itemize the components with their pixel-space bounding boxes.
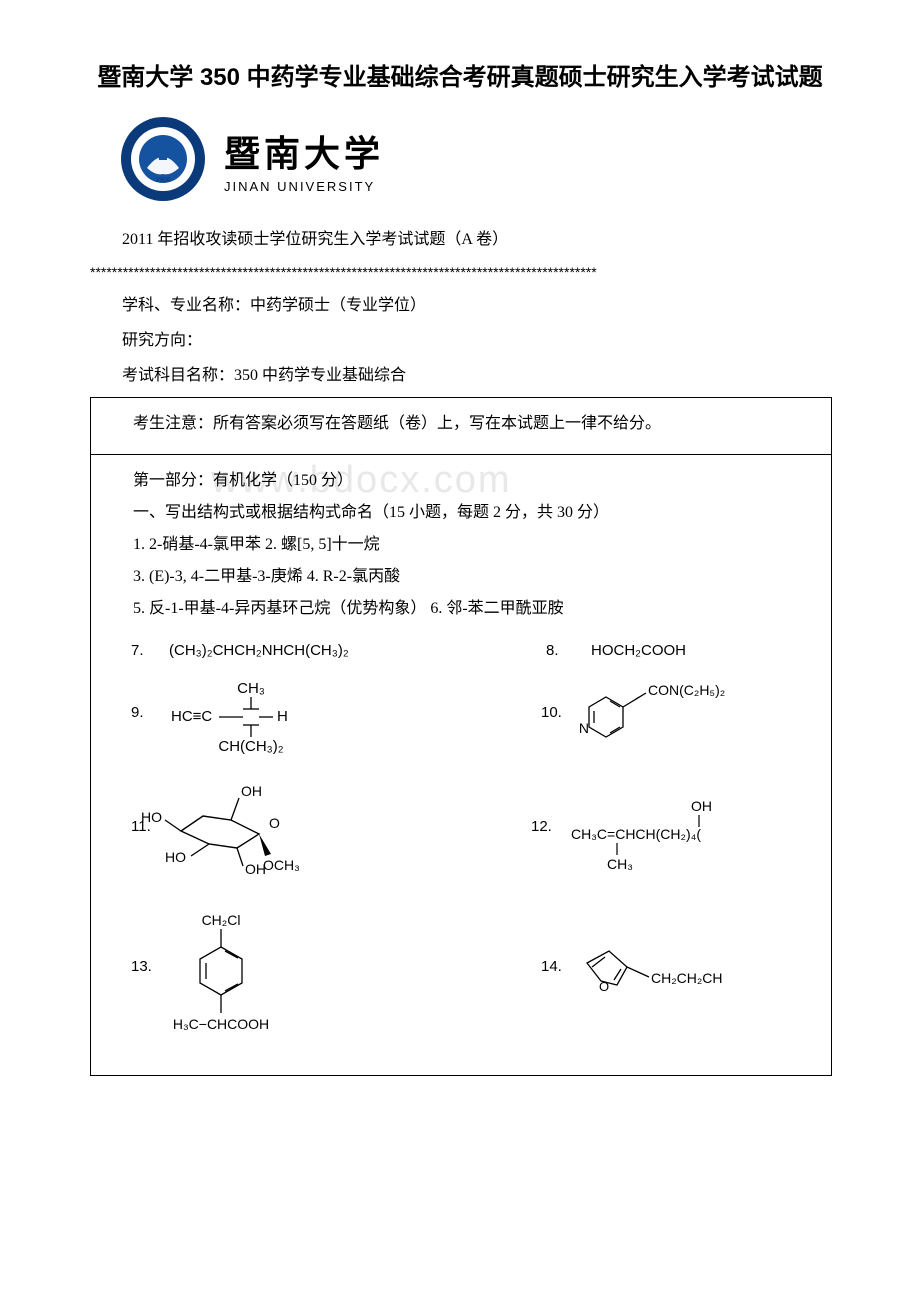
exam-name-line: 考试科目名称：350 中药学专业基础综合: [90, 358, 830, 393]
svg-text:H: H: [277, 708, 288, 725]
svg-text:14.: 14.: [541, 958, 562, 975]
direction-line: 研究方向：: [90, 323, 830, 358]
svg-text:HOCH₂COOH: HOCH₂COOH: [591, 642, 686, 659]
svg-text:10.: 10.: [541, 704, 562, 721]
svg-text:1906: 1906: [155, 177, 171, 184]
document-title: 暨南大学 350 中药学专业基础综合考研真题硕士研究生入学考试试题: [90, 60, 830, 96]
svg-text:(CH₃)₂CHCH₂NHCH(CH₃)₂: (CH₃)₂CHCH₂NHCH(CH₃)₂: [169, 642, 349, 659]
svg-text:CH₃C=CHCH(CH₂)₄(: CH₃C=CHCH(CH₂)₄(: [571, 826, 701, 842]
svg-text:CH₃: CH₃: [607, 856, 633, 872]
exam-year-line: 2011 年招收攻读硕士学位研究生入学考试试题（A 卷）: [90, 222, 830, 257]
svg-text:CON(C₂H₅)₂: CON(C₂H₅)₂: [648, 682, 725, 698]
university-logo-block: 1906 暨南大学 JINAN UNIVERSITY: [120, 116, 830, 202]
svg-text:CH₂CH₂CH: CH₂CH₂CH: [651, 970, 723, 986]
university-name-en: JINAN UNIVERSITY: [224, 179, 384, 194]
svg-text:12.: 12.: [531, 818, 552, 835]
chemistry-structures-svg: 7. (CH₃)₂CHCH₂NHCH(CH₃)₂ 8. HOCH₂COOH 9.…: [101, 631, 821, 1061]
svg-text:CH(CH₃)₂: CH(CH₃)₂: [218, 738, 283, 755]
notice-cell: 考生注意：所有答案必须写在答题纸（卷）上，写在本试题上一律不给分。: [91, 398, 832, 455]
svg-text:CH₂Cl: CH₂Cl: [202, 912, 241, 928]
svg-text:7.: 7.: [131, 642, 144, 659]
question-3-4: 3. (E)-3, 4-二甲基-3-庚烯 4. R-2-氯丙酸: [101, 561, 821, 593]
section1-title: 一、写出结构式或根据结构式命名（15 小题，每题 2 分，共 30 分）: [101, 497, 821, 529]
university-name-cn: 暨南大学: [224, 125, 384, 177]
svg-text:HO: HO: [141, 809, 162, 825]
svg-text:OH: OH: [691, 798, 712, 814]
notice-text: 考生注意：所有答案必须写在答题纸（卷）上，写在本试题上一律不给分。: [101, 408, 821, 440]
svg-text:13.: 13.: [131, 958, 152, 975]
svg-text:O: O: [599, 979, 609, 994]
svg-text:HC≡C: HC≡C: [171, 708, 212, 725]
svg-text:CH₃: CH₃: [237, 680, 265, 697]
svg-text:OH: OH: [241, 783, 262, 799]
question-1-2: 1. 2-硝基-4-氯甲苯 2. 螺[5, 5]十一烷: [101, 529, 821, 561]
content-table: 考生注意：所有答案必须写在答题纸（卷）上，写在本试题上一律不给分。 www.bd…: [90, 397, 832, 1076]
question-5-6: 5. 反-1-甲基-4-异丙基环己烷（优势构象） 6. 邻-苯二甲酰亚胺: [101, 593, 821, 625]
svg-text:OCH₃: OCH₃: [263, 857, 300, 873]
svg-text:8.: 8.: [546, 642, 559, 659]
questions-cell: www.bdocx.com 第一部分：有机化学（150 分） 一、写出结构式或根…: [91, 455, 832, 1076]
svg-text:9.: 9.: [131, 704, 144, 721]
separator-asterisks: ****************************************…: [90, 261, 830, 283]
part1-title: 第一部分：有机化学（150 分）: [101, 465, 821, 497]
university-seal-icon: 1906: [120, 116, 206, 202]
svg-text:H₃C−CHCOOH: H₃C−CHCOOH: [173, 1016, 269, 1032]
svg-text:O: O: [269, 815, 280, 831]
svg-text:HO: HO: [165, 849, 186, 865]
svg-text:N: N: [579, 720, 589, 736]
subject-line: 学科、专业名称：中药学硕士（专业学位）: [90, 288, 830, 323]
